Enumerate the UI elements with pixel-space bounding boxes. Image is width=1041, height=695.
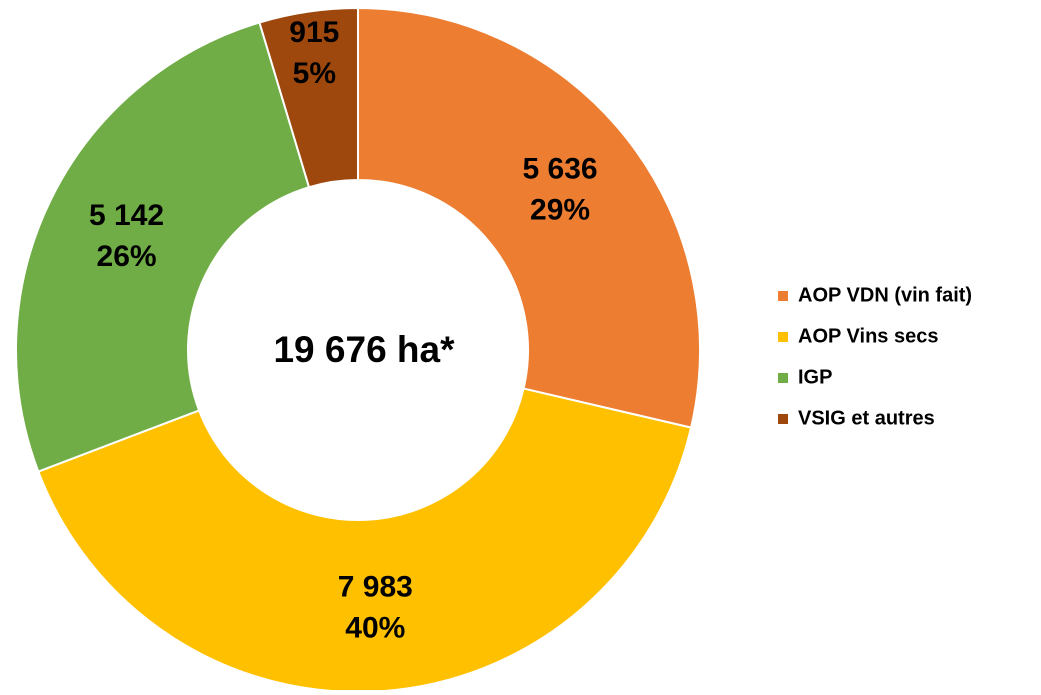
donut-slice <box>37 387 693 693</box>
legend-label: AOP Vins secs <box>798 325 938 347</box>
data-label: 7 983 <box>338 570 413 603</box>
center-label: 19 676 ha* <box>273 329 455 370</box>
legend-label: IGP <box>798 366 832 388</box>
donut-slice <box>15 21 311 473</box>
data-label: 915 <box>289 16 339 49</box>
data-label: 5 142 <box>89 199 164 232</box>
legend-label: AOP VDN (vin fait) <box>798 284 972 306</box>
legend-label: VSIG et autres <box>798 407 935 429</box>
legend-swatch <box>778 291 788 301</box>
percent-label: 29% <box>530 194 590 227</box>
percent-label: 5% <box>293 57 336 90</box>
donut-slice <box>258 6 359 189</box>
data-label: 5 636 <box>523 153 598 186</box>
legend-swatch <box>778 414 788 424</box>
percent-label: 40% <box>345 611 405 644</box>
donut-slice <box>357 6 701 429</box>
percent-label: 26% <box>97 240 157 273</box>
legend-swatch <box>778 373 788 383</box>
legend-swatch <box>778 332 788 342</box>
